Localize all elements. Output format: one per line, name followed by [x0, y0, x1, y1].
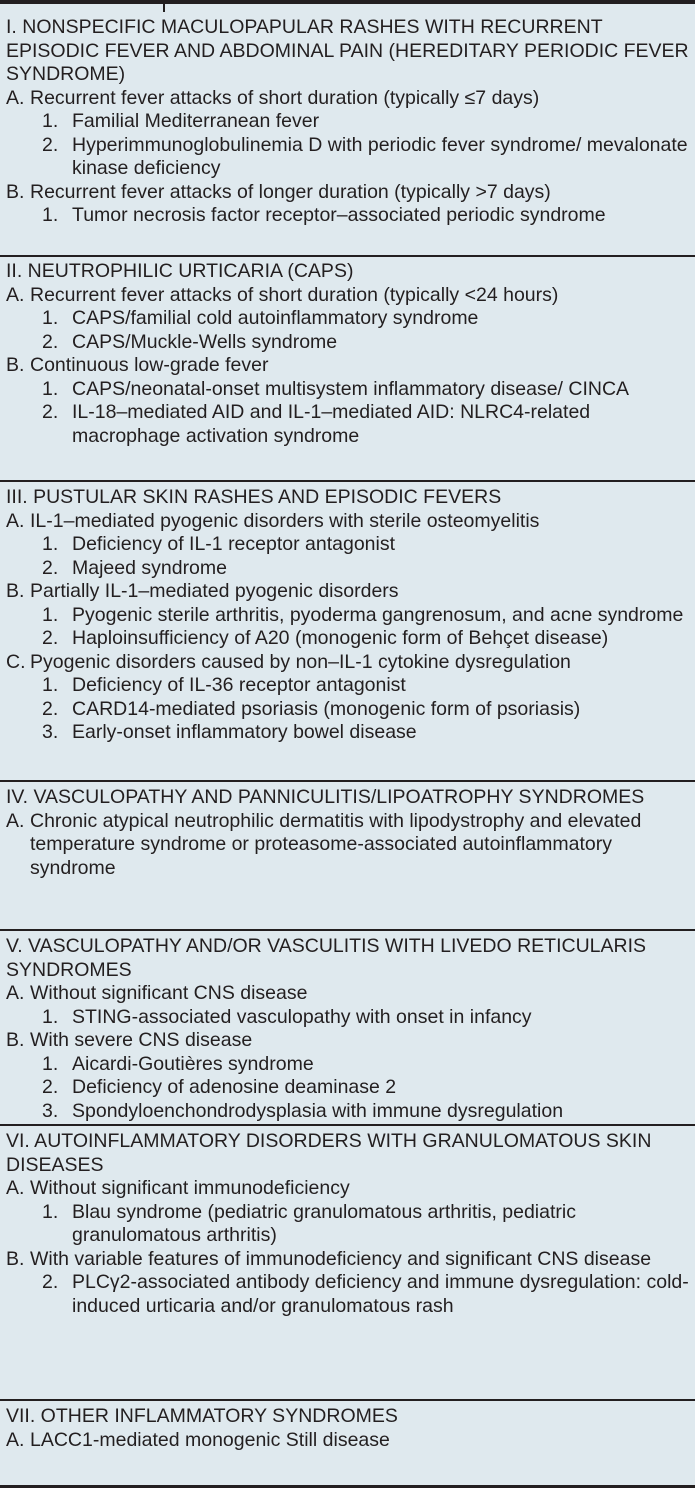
section-2: II. NEUTROPHILIC URTICARIA (CAPS) A. Recu…: [0, 260, 695, 448]
group-item: A. Without significant CNS disease: [6, 982, 308, 1004]
list-item: 1. Blau syndrome (pediatric granulomatous…: [42, 1200, 576, 1247]
group-item: A. IL-1–mediated pyogenic disorders with …: [6, 509, 540, 532]
list-item: 2. IL-18–mediated AID and IL-1–mediated A…: [42, 401, 591, 447]
list-item: 1. Pyogenic sterile arthritis, pyoderma g…: [42, 603, 684, 626]
section-3: III. PUSTULAR SKIN RASHES AND EPISODIC F…: [0, 486, 695, 745]
list-item: 3. Early-onset inflammatory bowel disease: [42, 721, 417, 743]
top-rule: [0, 0, 695, 4]
section-heading: II. NEUTROPHILIC URTICARIA (CAPS): [6, 260, 354, 282]
list-item: 1. CAPS/neonatal-onset multisystem inflam…: [42, 377, 630, 400]
section-divider: [0, 480, 695, 482]
section-7: VII. OTHER INFLAMMATORY SYNDROMES A. LACC…: [0, 1405, 695, 1452]
list-item: 1. Deficiency of IL-36 receptor antagonis…: [42, 674, 406, 696]
section-heading: V. VASCULOPATHY AND/OR VASCULITIS WITH L…: [6, 935, 647, 981]
list-item: 2. Deficiency of adenosine deaminase 2: [42, 1076, 397, 1098]
section-6: VI. AUTOINFLAMMATORY DISORDERS WITH GRAN…: [0, 1130, 695, 1318]
section-heading: VII. OTHER INFLAMMATORY SYNDROMES: [6, 1405, 398, 1427]
section-heading: IV. VASCULOPATHY AND PANNICULITIS/LIPOAT…: [6, 786, 645, 808]
section-heading: VI. AUTOINFLAMMATORY DISORDERS WITH GRAN…: [6, 1130, 652, 1176]
list-item: 2. PLCγ2-associated antibody deficiency a…: [42, 1271, 689, 1317]
section-divider: [0, 780, 695, 782]
list-item: 3. Spondyloenchondrodysplasia with immune…: [42, 1099, 564, 1122]
group-item: A. Chronic atypical neutrophilic dermatit…: [6, 809, 642, 879]
section-heading: I. NONSPECIFIC MACULOPAPULAR RASHES WITH…: [6, 16, 689, 85]
group-item: B. With variable features of immunodefici…: [6, 1247, 652, 1270]
section-divider: [0, 255, 695, 257]
list-item: 2. Hyperimmunoglobulinemia D with periodi…: [42, 133, 688, 180]
group-item: C. Pyogenic disorders caused by non–IL-1 …: [6, 650, 571, 673]
section-divider: [0, 1124, 695, 1126]
list-item: 1. Aicardi-Goutières syndrome: [42, 1052, 314, 1075]
list-item: 1. STING-associated vasculopathy with ons…: [42, 1005, 532, 1028]
bottom-rule: [0, 1485, 695, 1488]
group-item: B. With severe CNS disease: [6, 1029, 253, 1051]
group-item: A. Without significant immunodeficiency: [6, 1177, 350, 1199]
section-divider: [0, 929, 695, 931]
group-item: A. Recurrent fever attacks of short durat…: [6, 283, 559, 306]
column-tick: [163, 0, 165, 12]
list-item: 1. CAPS/familial cold autoinflammatory sy…: [42, 307, 479, 329]
list-item: 2. CARD14-mediated psoriasis (monogenic f…: [42, 697, 581, 720]
group-item: B. Partially IL-1–mediated pyogenic disor…: [6, 580, 399, 602]
group-item: A. Recurrent fever attacks of short durat…: [6, 86, 540, 109]
group-item: B. Continuous low-grade fever: [6, 354, 269, 376]
list-item: 2. Majeed syndrome: [42, 556, 227, 579]
section-divider: [0, 1399, 695, 1401]
group-item: B. Recurrent fever attacks of longer dura…: [6, 180, 551, 203]
section-heading: III. PUSTULAR SKIN RASHES AND EPISODIC F…: [6, 486, 502, 508]
section-4: IV. VASCULOPATHY AND PANNICULITIS/LIPOAT…: [0, 786, 695, 880]
section-1: I. NONSPECIFIC MACULOPAPULAR RASHES WITH…: [0, 16, 695, 228]
list-item: 1. Familial Mediterranean fever: [42, 110, 320, 132]
list-item: 2. Haploinsufficiency of A20 (monogenic f…: [42, 627, 609, 649]
group-item: A. LACC1-mediated monogenic Still disease: [6, 1428, 390, 1451]
list-item: 1. Deficiency of IL-1 receptor antagonist: [42, 533, 396, 555]
list-item: 1. Tumor necrosis factor receptor–associa…: [42, 204, 606, 226]
list-item: 2. CAPS/Muckle-Wells syndrome: [42, 330, 338, 353]
section-5: V. VASCULOPATHY AND/OR VASCULITIS WITH L…: [0, 935, 695, 1123]
